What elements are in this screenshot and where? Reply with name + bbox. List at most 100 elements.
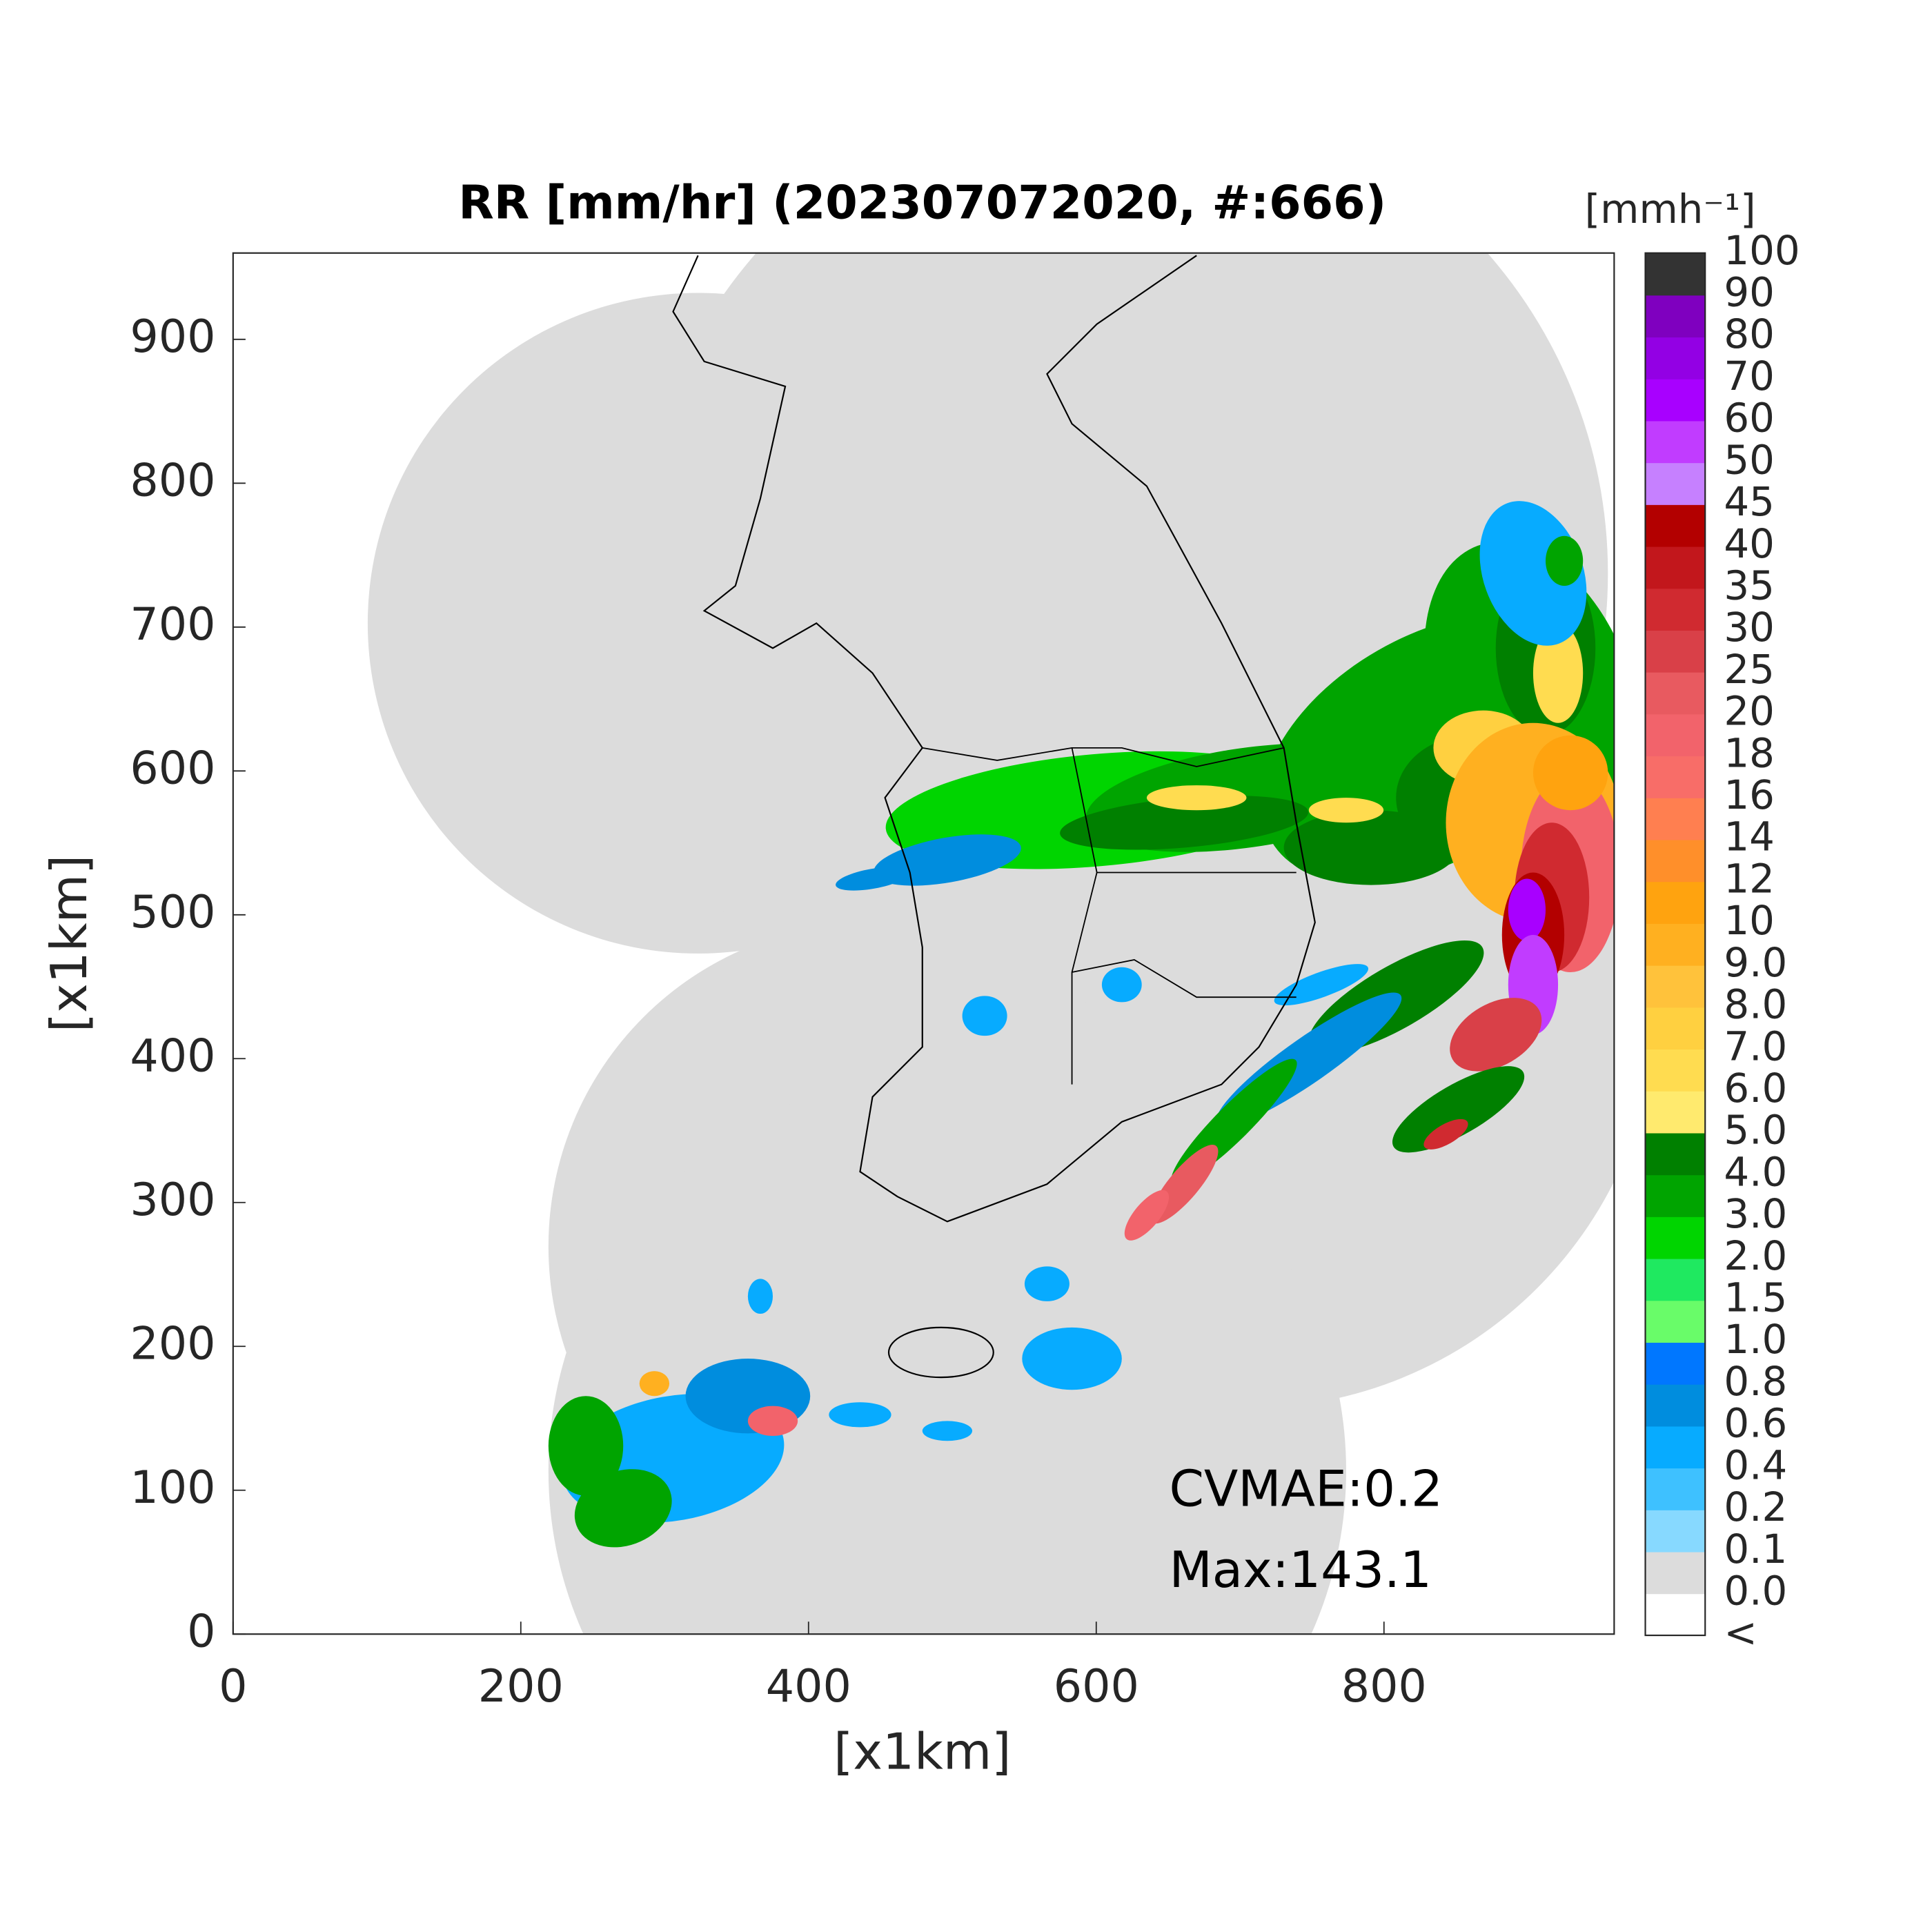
annotation: Max:143.1 bbox=[1169, 1541, 1432, 1599]
title: RR [mm/hr] (202307072020, #:666) bbox=[458, 176, 1386, 230]
colorbar-label: 60 bbox=[1724, 395, 1775, 442]
colorbar-segment bbox=[1645, 797, 1706, 840]
precipitation-area bbox=[1450, 998, 1542, 1072]
precipitation-area bbox=[548, 1396, 624, 1496]
y-tick-label: 0 bbox=[187, 1606, 215, 1657]
colorbar-segment bbox=[1645, 1007, 1706, 1050]
precipitation-area bbox=[922, 1421, 973, 1441]
colorbar-segment bbox=[1645, 965, 1706, 1008]
colorbar-label: 16 bbox=[1724, 771, 1775, 818]
colorbar-label: 35 bbox=[1724, 562, 1775, 609]
precipitation-area bbox=[1060, 795, 1309, 850]
colorbar-segment bbox=[1645, 1342, 1706, 1385]
colorbar-label: 1.0 bbox=[1724, 1316, 1787, 1363]
colorbar-label: 2.0 bbox=[1724, 1232, 1787, 1279]
precipitation-area bbox=[1392, 1066, 1525, 1153]
precipitation-area bbox=[1274, 964, 1369, 1006]
colorbar-unit: [mmh⁻¹] bbox=[1585, 186, 1756, 233]
colorbar-label: 40 bbox=[1724, 520, 1775, 567]
colorbar-label: 12 bbox=[1724, 855, 1775, 902]
colorbar-label: 0.1 bbox=[1724, 1526, 1787, 1573]
jeju-island bbox=[887, 1326, 994, 1379]
precipitation-area bbox=[747, 1279, 773, 1314]
axes-frame bbox=[232, 252, 1615, 1635]
colorbar-segment bbox=[1645, 546, 1706, 589]
colorbar-segment bbox=[1645, 337, 1706, 379]
colorbar-segment bbox=[1645, 420, 1706, 464]
colorbar-segment bbox=[1645, 1300, 1706, 1343]
province-border bbox=[922, 747, 1297, 1085]
colorbar-label: 25 bbox=[1724, 646, 1775, 693]
y-tick-label: 300 bbox=[130, 1174, 215, 1226]
colorbar-label: 0.2 bbox=[1724, 1483, 1787, 1530]
precipitation-area bbox=[1532, 623, 1584, 723]
radar-map bbox=[367, 253, 1615, 1635]
colorbar-label: 0.0 bbox=[1724, 1567, 1787, 1614]
colorbar-segment bbox=[1645, 378, 1706, 422]
x-axis-label: [x1km] bbox=[834, 1723, 1011, 1781]
precipitation-area bbox=[747, 1406, 798, 1437]
x-tick-label: 600 bbox=[1054, 1661, 1139, 1713]
precipitation-area bbox=[1532, 735, 1608, 811]
colorbar-segment bbox=[1645, 756, 1706, 798]
colorbar-label: 30 bbox=[1724, 604, 1775, 651]
colorbar-segment bbox=[1645, 504, 1706, 547]
colorbar-segment bbox=[1645, 253, 1706, 296]
precipitation-area bbox=[1124, 1190, 1170, 1241]
y-tick-label: 500 bbox=[130, 887, 215, 938]
colorbar-segment bbox=[1645, 923, 1706, 966]
y-tick-label: 800 bbox=[130, 455, 215, 506]
colorbar-label: 4.0 bbox=[1724, 1148, 1787, 1195]
y-tick-label: 200 bbox=[130, 1318, 215, 1370]
colorbar-label: 9.0 bbox=[1724, 939, 1787, 986]
colorbar-segment bbox=[1645, 713, 1706, 757]
colorbar-frame bbox=[1644, 252, 1706, 1637]
precipitation-area bbox=[1508, 878, 1546, 941]
colorbar-segment bbox=[1645, 588, 1706, 631]
y-tick-label: 100 bbox=[130, 1462, 215, 1514]
colorbar-segment bbox=[1645, 1468, 1706, 1510]
colorbar-segment bbox=[1645, 671, 1706, 715]
colorbar-segment bbox=[1645, 1216, 1706, 1259]
colorbar-label: 8.0 bbox=[1724, 981, 1787, 1028]
x-tick-label: 800 bbox=[1341, 1661, 1427, 1713]
precipitation-area bbox=[962, 996, 1007, 1036]
colorbar-segment bbox=[1645, 839, 1706, 883]
colorbar-segment bbox=[1645, 1090, 1706, 1134]
x-tick-label: 200 bbox=[478, 1661, 564, 1713]
precipitation-area bbox=[639, 1371, 670, 1397]
precipitation-area bbox=[829, 1402, 891, 1428]
precipitation-area bbox=[1101, 967, 1142, 1003]
colorbar-segment bbox=[1645, 462, 1706, 505]
colorbar-label: 3.0 bbox=[1724, 1190, 1787, 1237]
precipitation-area bbox=[1546, 535, 1584, 586]
colorbar-segment bbox=[1645, 630, 1706, 673]
y-tick-label: 600 bbox=[130, 742, 215, 794]
colorbar-label: 18 bbox=[1724, 729, 1775, 776]
colorbar-segment bbox=[1645, 1551, 1706, 1595]
y-axis-label: [x1km] bbox=[41, 855, 99, 1032]
colorbar-segment bbox=[1645, 1132, 1706, 1176]
colorbar-label: 45 bbox=[1724, 478, 1775, 525]
x-tick-label: 400 bbox=[766, 1661, 851, 1713]
colorbar-label: 10 bbox=[1724, 897, 1775, 944]
colorbar-label: 0.6 bbox=[1724, 1400, 1787, 1447]
colorbar-segment bbox=[1645, 1174, 1706, 1217]
colorbar-label: 20 bbox=[1724, 688, 1775, 735]
annotation: CVMAE:0.2 bbox=[1169, 1460, 1443, 1518]
precipitation-area bbox=[1022, 1327, 1122, 1390]
colorbar-label: 7.0 bbox=[1724, 1023, 1787, 1070]
colorbar-segment bbox=[1645, 1049, 1706, 1092]
precipitation-area bbox=[836, 867, 909, 891]
precipitation-area bbox=[1024, 1266, 1070, 1301]
colorbar-label: 0.4 bbox=[1724, 1441, 1787, 1488]
y-tick-label: 700 bbox=[130, 599, 215, 651]
colorbar-segment bbox=[1645, 1258, 1706, 1301]
colorbar-label: 14 bbox=[1724, 814, 1775, 860]
y-tick-label: 400 bbox=[130, 1030, 215, 1082]
precipitation-area bbox=[1146, 785, 1247, 811]
colorbar-label: < bbox=[1724, 1609, 1757, 1656]
precipitation-area bbox=[1308, 798, 1384, 823]
